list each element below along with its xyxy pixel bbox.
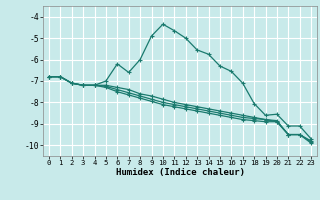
X-axis label: Humidex (Indice chaleur): Humidex (Indice chaleur) [116,168,244,177]
